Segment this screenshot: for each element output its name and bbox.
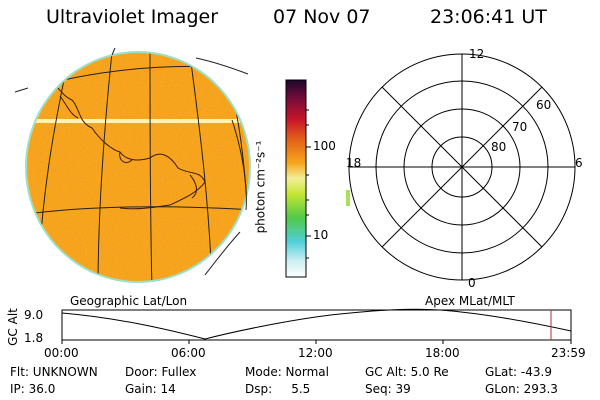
colorbar-tick-10: 10 [313, 228, 329, 242]
mlt-label-6: 6 [575, 156, 583, 170]
time-label: 23:06:41 UT [430, 6, 547, 28]
time-tick-2359: 23:59 [551, 346, 586, 360]
colorbar [285, 79, 311, 278]
meta-gc-alt: GC Alt: 5.0 Re [365, 365, 449, 379]
colorbar-tick-100: 100 [313, 139, 336, 153]
mlat-ring-label-70: 70 [512, 120, 528, 134]
altitude-tick-low: 1.8 [24, 331, 44, 345]
scan-line-artifact [27, 119, 249, 123]
meta-flt: Flt: UNKNOWN [10, 365, 98, 379]
uv-earth-image [14, 47, 251, 283]
mlat-ring-label-80: 80 [491, 140, 507, 154]
mlt-label-0: 0 [468, 276, 476, 290]
altitude-curve [61, 308, 572, 340]
altitude-strip-chart [61, 308, 572, 344]
caption-geographic: Geographic Lat/Lon [70, 294, 188, 308]
meta-glat: GLat: -43.9 [485, 365, 552, 379]
meta-glon: GLon: 293.3 [485, 382, 558, 396]
meta-seq: Seq: 39 [365, 382, 411, 396]
time-tick-0000: 00:00 [44, 346, 79, 360]
meta-door: Door: Fullex [125, 365, 197, 379]
instrument-title: Ultraviolet Imager [46, 6, 219, 28]
meta-gain: Gain: 14 [125, 382, 176, 396]
meta-dsp: Dsp: 5.5 [245, 382, 311, 396]
polar-mlat-mlt-plot [346, 53, 576, 281]
caption-apex: Apex MLat/MLT [425, 294, 515, 308]
mlt-label-12: 12 [469, 47, 485, 61]
meta-mode: Mode: Normal [245, 365, 329, 379]
date-label: 07 Nov 07 [273, 6, 371, 28]
time-tick-1200: 12:00 [298, 346, 333, 360]
time-tick-1800: 18:00 [425, 346, 460, 360]
altitude-tick-high: 9.0 [24, 308, 44, 322]
altitude-axis-label: GC Alt [5, 308, 20, 346]
meta-ip: IP: 36.0 [10, 382, 56, 396]
colorbar-unit-label: photon cm⁻²s⁻¹ [253, 140, 268, 234]
mlat-ring-label-60: 60 [536, 98, 552, 112]
time-tick-0600: 06:00 [171, 346, 206, 360]
auroral-edge-patch [346, 190, 350, 206]
mlt-label-18: 18 [346, 156, 362, 170]
grid-off-disk [14, 47, 249, 276]
